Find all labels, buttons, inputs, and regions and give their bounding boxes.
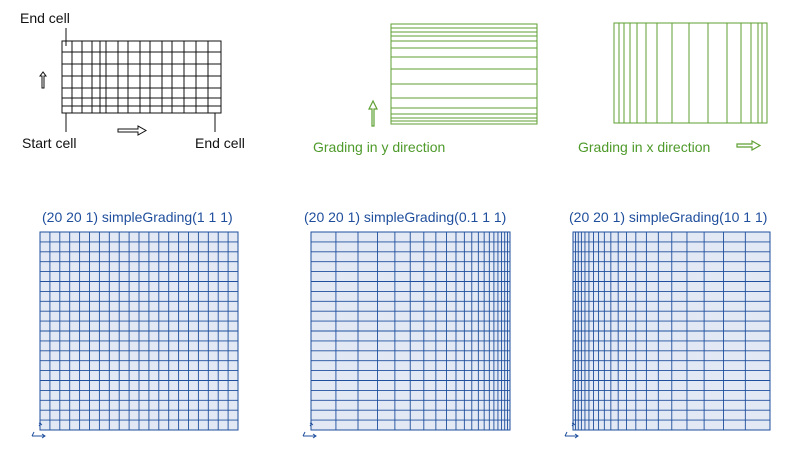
end-cell-top-label: End cell [20, 10, 70, 26]
up-arrow-icon [39, 71, 47, 89]
grading-y-block [390, 23, 538, 125]
up-arrow-icon [368, 99, 378, 127]
grading-x-label: Grading in x direction [578, 139, 711, 155]
end-cell-right-label: End cell [195, 135, 245, 151]
right-arrow-icon [117, 125, 148, 136]
right-arrow-icon [736, 139, 762, 152]
axis-triad-icon [31, 422, 46, 439]
mesh-3-title: (20 20 1) simpleGrading(10 1 1) [569, 209, 768, 225]
start-cell-label: Start cell [22, 135, 77, 151]
block-schematic [39, 22, 768, 152]
mesh-1-title: (20 20 1) simpleGrading(1 1 1) [42, 209, 233, 225]
axis-triad-icon [564, 422, 579, 439]
grading-y-label: Grading in y direction [313, 139, 446, 155]
schematic-block [61, 40, 222, 114]
mesh-2-title: (20 20 1) simpleGrading(0.1 1 1) [304, 209, 507, 225]
axis-triad-icon [302, 422, 317, 439]
grading-x-block [613, 22, 768, 124]
